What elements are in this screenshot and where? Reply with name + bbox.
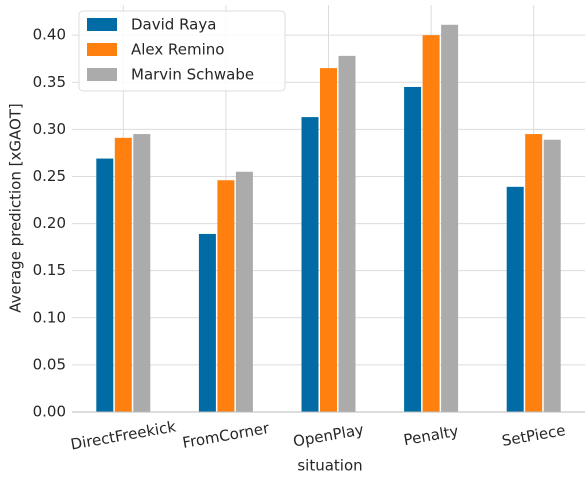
x-axis-label: situation — [297, 457, 362, 475]
y-axis-label: Average prediction [xGAOT] — [7, 103, 25, 313]
legend: David Raya Alex Remino Marvin Schwabe — [78, 10, 286, 92]
bar — [543, 139, 561, 412]
bar — [133, 134, 151, 412]
bar — [506, 186, 524, 412]
legend-swatch — [87, 43, 117, 56]
y-tick-label: 0.15 — [33, 261, 66, 279]
y-tick-label: 0.10 — [33, 308, 66, 326]
x-tick-label: FromCorner — [181, 419, 271, 452]
bar — [422, 35, 440, 413]
bar — [114, 137, 132, 412]
bar — [96, 158, 114, 412]
y-tick-label: 0.40 — [33, 26, 66, 44]
bar — [301, 117, 319, 412]
legend-label: David Raya — [131, 16, 216, 34]
legend-swatch — [87, 68, 117, 81]
x-tick-label: SetPiece — [500, 421, 566, 450]
y-tick-label: 0.35 — [33, 73, 66, 91]
y-tick-label: 0.30 — [33, 120, 66, 138]
bar — [338, 55, 356, 412]
bar — [198, 233, 216, 412]
x-tick-label: Penalty — [402, 422, 460, 449]
bar — [217, 180, 235, 412]
x-tick-label: DirectFreekick — [69, 417, 177, 453]
legend-label: Marvin Schwabe — [131, 66, 254, 84]
y-tick-label: 0.25 — [33, 167, 66, 185]
y-tick-label: 0.20 — [33, 214, 66, 232]
legend-box — [78, 10, 286, 92]
x-tick-label: OpenPlay — [292, 420, 366, 450]
bar — [441, 24, 459, 412]
legend-label: Alex Remino — [131, 41, 224, 59]
bar — [320, 68, 337, 413]
bar — [235, 171, 253, 412]
legend-swatch — [87, 18, 117, 31]
bar — [525, 134, 543, 412]
y-tick-label: 0.05 — [33, 355, 66, 373]
bar — [404, 86, 422, 413]
y-tick-label: 0.00 — [33, 403, 66, 421]
